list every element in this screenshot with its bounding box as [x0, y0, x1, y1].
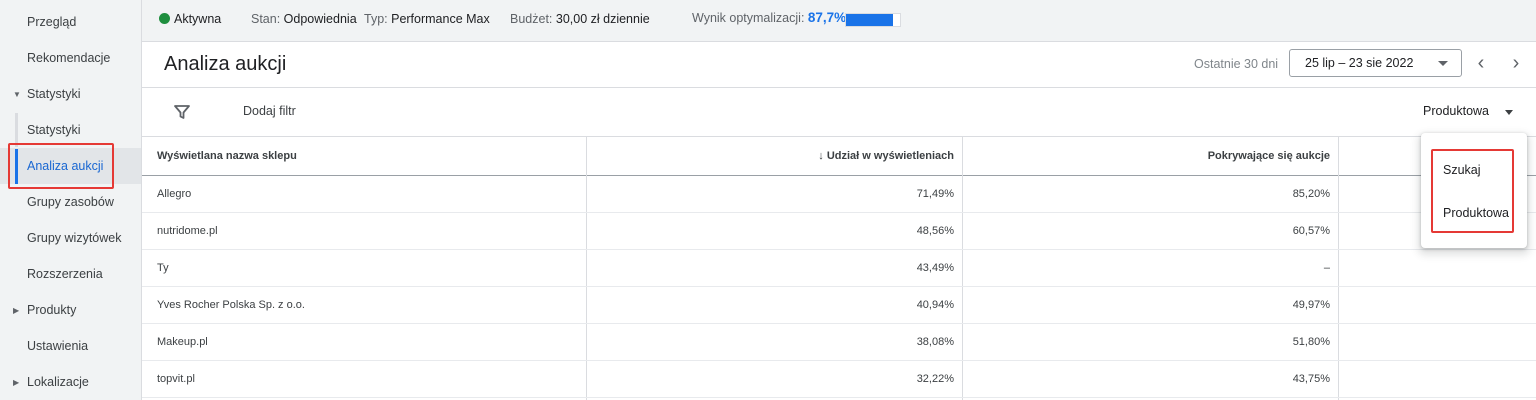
caret-right-icon: ▶ [13, 305, 20, 315]
overlap-rate-cell: 51,80% [1292, 336, 1330, 348]
highlight-box-dropdown [1431, 149, 1514, 233]
table-header: Wyświetlana nazwa sklepu ↓ Udział w wyśw… [142, 137, 1536, 176]
caret-right-icon: ▶ [13, 377, 20, 387]
status-condition: Stan: Odpowiednia [251, 12, 357, 26]
status-badge: Aktywna [159, 12, 221, 26]
segment-select[interactable]: Produktowa [1423, 104, 1490, 118]
sidebar-item-auction-insights[interactable]: Analiza aukcji [0, 148, 141, 184]
column-divider [962, 137, 963, 400]
sidebar-item-settings[interactable]: Ustawienia [0, 328, 141, 364]
budget-label: Budżet: [510, 12, 553, 26]
sidebar: Przegląd Rekomendacje ▼ Statystyki Staty… [0, 0, 142, 400]
impression-share-cell: 71,49% [916, 188, 954, 200]
sidebar-item-label: Grupy wizytówek [27, 231, 122, 245]
date-range-label: Ostatnie 30 dni [1194, 57, 1279, 71]
column-header-store-name[interactable]: Wyświetlana nazwa sklepu [157, 150, 297, 162]
overlap-rate-cell: 85,20% [1292, 188, 1330, 200]
sidebar-item-label: Statystyki [27, 123, 81, 137]
impression-share-cell: 38,08% [916, 336, 954, 348]
add-filter-button[interactable]: Dodaj filtr [243, 104, 296, 118]
column-header-impression-share[interactable]: ↓ Udział w wyświetleniach [818, 150, 954, 162]
table-row: Ty 43,49% – [142, 250, 1536, 287]
score-value: 87,7% [807, 10, 847, 25]
overlap-rate-cell: 43,75% [1292, 373, 1330, 385]
highlight-box-nav [8, 143, 114, 189]
score-progress-fill [846, 14, 894, 26]
dropdown-arrow-icon [1438, 61, 1448, 66]
filter-bar: Dodaj filtr Produktowa [142, 88, 1536, 137]
date-range-select[interactable]: 25 lip – 23 sie 2022 [1289, 49, 1462, 77]
impression-share-cell: 32,22% [916, 373, 954, 385]
sidebar-item-listing-groups[interactable]: Grupy wizytówek [0, 220, 141, 256]
sidebar-item-insights[interactable]: Statystyki [0, 112, 141, 148]
sidebar-item-locations[interactable]: ▶ Lokalizacje [0, 364, 141, 400]
table-row: Allegro 71,49% 85,20% [142, 176, 1536, 213]
active-indicator [15, 149, 18, 184]
status-type: Typ: Performance Max [364, 12, 490, 26]
sidebar-item-label: Lokalizacje [27, 375, 89, 389]
filter-icon[interactable] [174, 104, 190, 120]
type-label: Typ: [364, 12, 388, 26]
overlap-rate-cell: – [1323, 262, 1330, 274]
table-row: Makeup.pl 38,08% 51,80% [142, 324, 1536, 361]
prev-period-button[interactable]: ‹ [1477, 52, 1485, 74]
table-row: nutridome.pl 48,56% 60,57% [142, 213, 1536, 250]
overlap-rate-cell: 60,57% [1292, 225, 1330, 237]
table-row: Yves Rocher Polska Sp. z o.o. 40,94% 49,… [142, 287, 1536, 324]
next-period-button[interactable]: › [1512, 52, 1520, 74]
campaign-status-bar: Aktywna Stan: Odpowiednia Typ: Performan… [142, 0, 1536, 42]
store-name-cell: Makeup.pl [157, 336, 208, 348]
sidebar-item-label: Przegląd [27, 15, 77, 29]
column-header-overlap-rate[interactable]: Pokrywające się aukcje [1207, 150, 1330, 162]
page-header: Analiza aukcji Ostatnie 30 dni 25 lip – … [142, 42, 1536, 88]
condition-label: Stan: [251, 12, 281, 26]
date-range-value: 25 lip – 23 sie 2022 [1305, 56, 1414, 70]
sidebar-item-label: Rozszerzenia [27, 267, 103, 281]
column-divider [1338, 137, 1339, 400]
page-title: Analiza aukcji [164, 53, 287, 75]
sidebar-item-label: Analiza aukcji [27, 159, 104, 173]
status-budget[interactable]: Budżet: 30,00 zł dziennie [510, 12, 650, 26]
sidebar-item-asset-groups[interactable]: Grupy zasobów [0, 184, 141, 220]
budget-value: 30,00 zł dziennie [555, 12, 650, 26]
sidebar-item-products[interactable]: ▶ Produkty [0, 292, 141, 328]
store-name-cell: topvit.pl [157, 373, 195, 385]
condition-value: Odpowiednia [283, 12, 357, 26]
dropdown-arrow-icon[interactable] [1505, 110, 1513, 115]
segment-option-shopping[interactable]: Produktowa [1443, 206, 1510, 220]
impression-share-cell: 40,94% [916, 299, 954, 311]
store-name-cell: Ty [157, 262, 169, 274]
store-name-cell: nutridome.pl [157, 225, 218, 237]
store-name-cell: Allegro [157, 188, 192, 200]
sidebar-item-label: Grupy zasobów [27, 195, 114, 209]
impression-share-cell: 43,49% [916, 262, 954, 274]
status-dot-icon [159, 13, 170, 24]
table-row: topvit.pl 32,22% 43,75% [142, 361, 1536, 398]
segment-dropdown-menu: Szukaj Produktowa [1421, 133, 1527, 248]
status-text: Aktywna [174, 12, 222, 26]
sidebar-item-extensions[interactable]: Rozszerzenia [0, 256, 141, 292]
sidebar-item-label: Statystyki [27, 87, 81, 101]
sidebar-item-label: Rekomendacje [27, 51, 111, 65]
sidebar-item-label: Produkty [27, 303, 77, 317]
sidebar-item-overview[interactable]: Przegląd [0, 4, 141, 40]
sidebar-item-insights-group[interactable]: ▼ Statystyki [0, 76, 141, 112]
sidebar-item-label: Ustawienia [27, 339, 89, 353]
type-value: Performance Max [391, 12, 490, 26]
column-divider [586, 137, 587, 400]
impression-share-cell: 48,56% [916, 225, 954, 237]
sidebar-item-recommendations[interactable]: Rekomendacje [0, 40, 141, 76]
overlap-rate-cell: 49,97% [1292, 299, 1330, 311]
score-progress-bar [845, 13, 901, 27]
segment-option-search[interactable]: Szukaj [1443, 163, 1481, 177]
optimization-score[interactable]: Wynik optymalizacji: 87,7% [692, 10, 846, 25]
store-name-cell: Yves Rocher Polska Sp. z o.o. [157, 299, 305, 311]
caret-down-icon: ▼ [13, 89, 21, 99]
submenu-line [15, 113, 18, 147]
score-label: Wynik optymalizacji: [692, 11, 805, 25]
